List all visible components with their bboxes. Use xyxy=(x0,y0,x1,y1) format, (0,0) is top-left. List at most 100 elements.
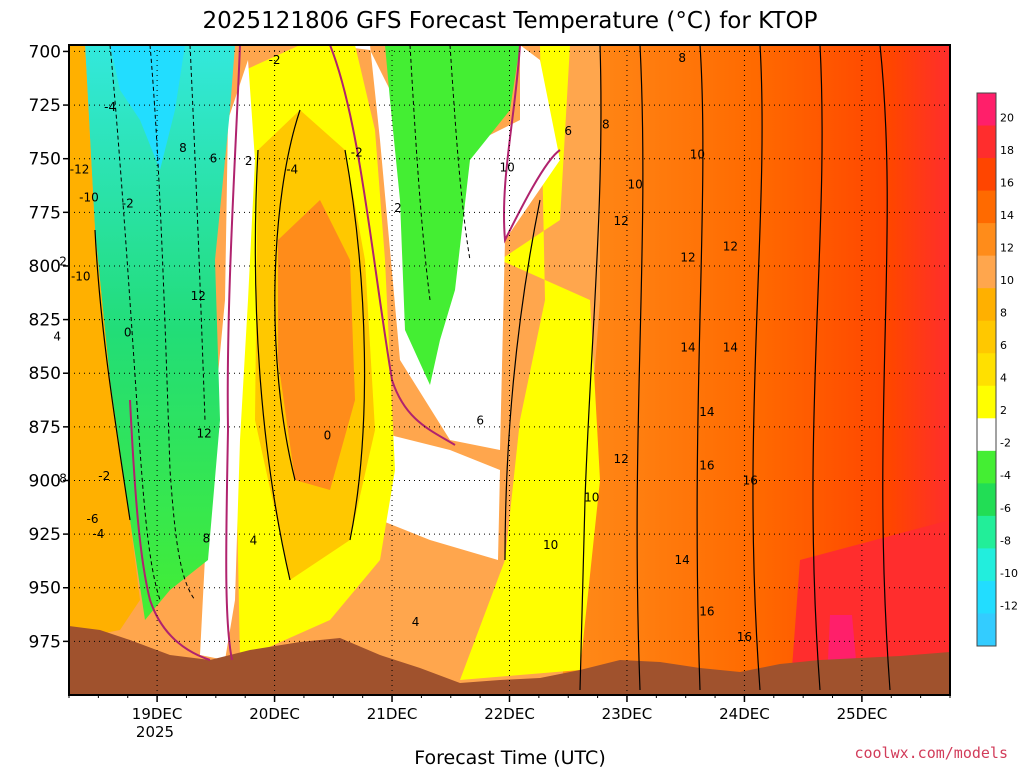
x-tick-label: 22DEC xyxy=(484,705,535,723)
y-tick-label: 900 xyxy=(29,471,61,491)
contour-label: 12 xyxy=(680,250,695,264)
y-tick-label: 925 xyxy=(29,525,61,545)
colorbar-label: 10 xyxy=(1000,274,1014,287)
contour-label: 10 xyxy=(584,491,599,505)
colorbar-swatch xyxy=(977,353,996,387)
cold-column-19dec xyxy=(85,45,235,620)
zero-contour-east xyxy=(329,45,456,446)
x-axis-year-label: 2025 xyxy=(136,723,174,741)
colorbar-swatch xyxy=(977,613,996,647)
contour-label: 4 xyxy=(250,534,258,548)
y-tick-label: 825 xyxy=(29,311,61,331)
y-tick-label: 875 xyxy=(29,418,61,438)
isotherms-dashed xyxy=(109,45,471,601)
contour-label: 12 xyxy=(196,426,211,440)
contour-label: 6 xyxy=(564,124,572,138)
chart-title: 2025121806 GFS Forecast Temperature (°C)… xyxy=(203,8,818,34)
credit-text: coolwx.com/models xyxy=(854,744,1008,762)
contour-label: 8 xyxy=(602,117,610,131)
x-tick-label: 25DEC xyxy=(837,705,888,723)
colorbar-label: 16 xyxy=(1000,176,1014,189)
y-tick-label: 800 xyxy=(29,257,61,277)
contour-label: -6 xyxy=(87,512,99,526)
colorbar-label: 14 xyxy=(1000,209,1014,222)
dome-core-20dec xyxy=(278,200,355,490)
y-axis: 700 725 750 775 800 825 850 875 900 925 950 975 xyxy=(29,42,69,652)
colorbar-swatch xyxy=(977,158,996,192)
y-tick-label: 975 xyxy=(29,632,61,652)
isotherms xyxy=(94,45,891,691)
contour-label: -10 xyxy=(71,270,91,284)
east-hottest-core xyxy=(828,615,856,660)
x-tick-label: 24DEC xyxy=(719,705,770,723)
colorbar-label: 2 xyxy=(1000,404,1007,417)
contour-label: 8 xyxy=(179,141,187,155)
colorbar-label: 18 xyxy=(1000,144,1014,157)
colorbar-label: -4 xyxy=(1000,469,1011,482)
contour-label: 10 xyxy=(690,147,705,161)
contour-label: -2 xyxy=(122,197,134,211)
contour-label: 12 xyxy=(191,289,206,303)
colorbar-swatch xyxy=(977,190,996,224)
x-tick-label: 20DEC xyxy=(249,705,300,723)
contour-label: -12 xyxy=(70,162,90,176)
contour-label: 16 xyxy=(699,604,714,618)
terrain xyxy=(69,626,950,695)
colorbar-label: -8 xyxy=(1000,534,1011,547)
contour-label: 14 xyxy=(680,340,695,354)
colorbar-swatch xyxy=(977,450,996,484)
x-tick-label: 21DEC xyxy=(367,705,418,723)
cold-tongue-21dec xyxy=(385,45,520,385)
colorbar-swatch xyxy=(977,483,996,517)
colorbar-label: 8 xyxy=(1000,307,1007,320)
colorbar-frame xyxy=(976,92,997,647)
contour-label: -2 xyxy=(98,469,110,483)
x-tick-label: 23DEC xyxy=(602,705,653,723)
y-tick-label: 725 xyxy=(29,96,61,116)
yellow-band-22dec xyxy=(460,45,600,680)
grid xyxy=(69,45,950,695)
colorbar-label: 4 xyxy=(1000,372,1007,385)
contour-label: 14 xyxy=(723,340,738,354)
x-tick-label: 19DEC xyxy=(132,705,183,723)
contour-label: -2 xyxy=(269,53,281,67)
contour-label: 14 xyxy=(699,405,714,419)
colorbar: 20 18 16 14 12 10 8 6 4 2 -2 -4 -6 -8 -10 -12 xyxy=(976,92,1018,647)
contour-label: 4 xyxy=(412,615,420,629)
colorbar-swatch xyxy=(977,320,996,354)
colorbar-swatch xyxy=(977,548,996,582)
y-tick-label: 775 xyxy=(29,203,61,223)
contour-label: 2 xyxy=(59,255,67,269)
colorbar-label: -6 xyxy=(1000,502,1011,515)
contour-label: 6 xyxy=(476,413,484,427)
contour-label: 10 xyxy=(628,177,643,191)
contour-label: 8 xyxy=(203,531,211,545)
contour-label: 12 xyxy=(613,452,628,466)
contour-label: 6 xyxy=(210,152,218,166)
colorbar-swatch xyxy=(977,223,996,257)
y-tick-label: 850 xyxy=(29,364,61,384)
colorbar-swatch xyxy=(977,418,996,452)
colorbar-swatch xyxy=(977,93,996,127)
contour-label: 0 xyxy=(324,428,332,442)
contour-label: 12 xyxy=(723,240,738,254)
colorbar-swatch xyxy=(977,580,996,614)
contour-label: 16 xyxy=(737,630,752,644)
contour-label: 8 xyxy=(59,471,67,485)
colorbar-label: 12 xyxy=(1000,242,1014,255)
x-axis: 19DEC 20DEC 21DEC 22DEC 23DEC 24DEC 25DEC xyxy=(68,695,951,723)
contour-label: 8 xyxy=(678,51,686,65)
colorbar-label: 6 xyxy=(1000,339,1007,352)
zero-contour-19dec xyxy=(129,399,211,661)
contour-label: -10 xyxy=(79,190,99,204)
x-axis-label: Forecast Time (UTC) xyxy=(414,747,605,768)
zero-contour-west xyxy=(225,45,241,661)
colorbar-swatch xyxy=(977,255,996,289)
contour-label: 2 xyxy=(394,201,402,215)
y-tick-label: 700 xyxy=(29,42,61,62)
contour-label: 12 xyxy=(613,214,628,228)
colorbar-label: 20 xyxy=(1000,111,1014,124)
contour-label: 14 xyxy=(675,553,690,567)
colorbar-swatch xyxy=(977,515,996,549)
